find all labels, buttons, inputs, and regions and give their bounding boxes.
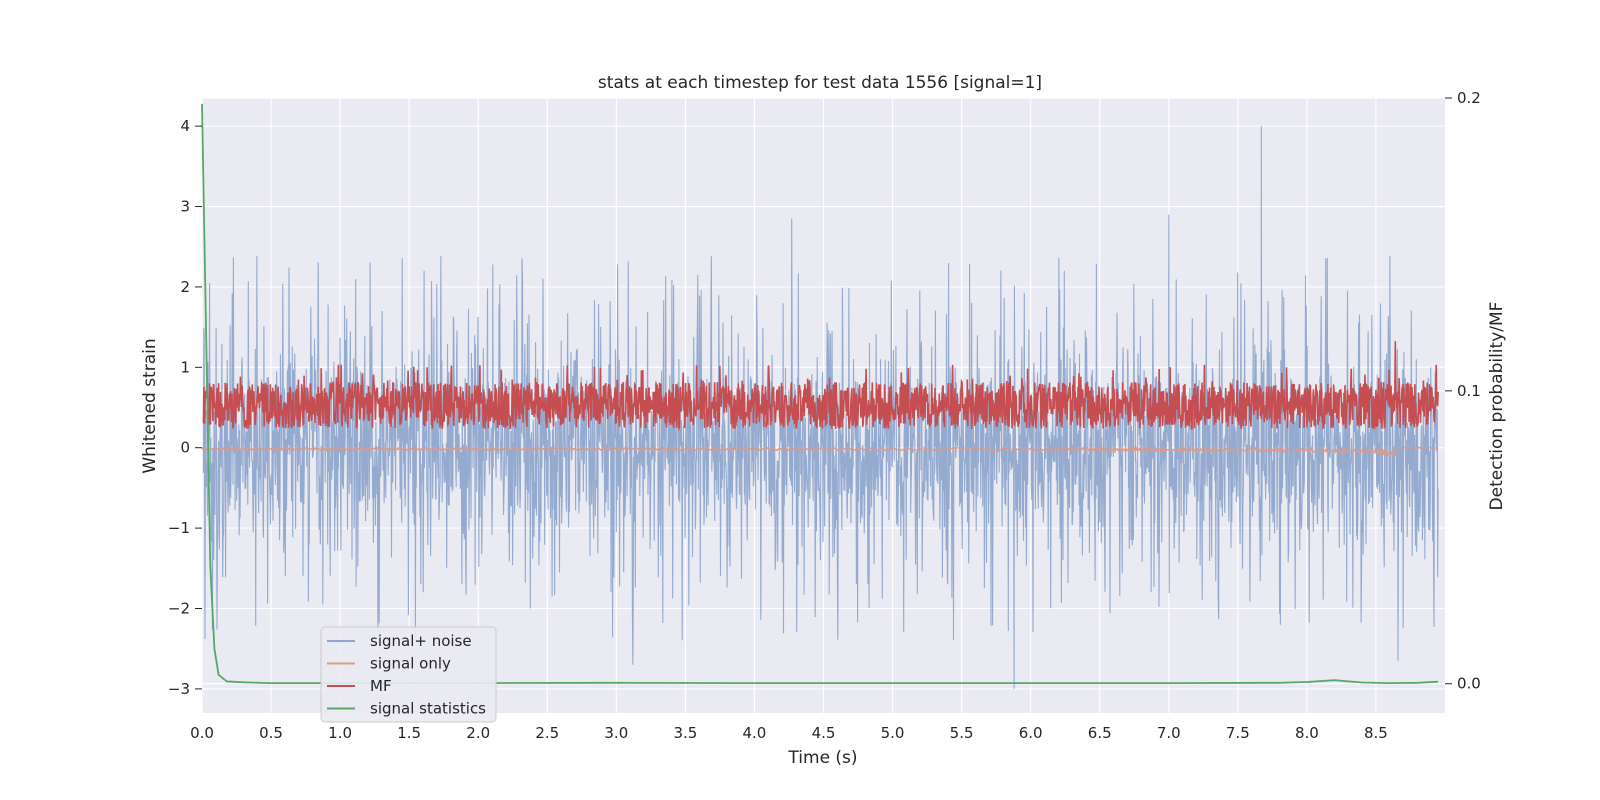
x-axis-label: Time (s) [787,748,857,768]
x-tick-label: 4.5 [812,724,836,742]
y-axis-label: Whitened strain [140,338,160,473]
signal-statistics-line [201,103,1439,685]
legend-box [320,626,497,723]
y-tick-label: 3 [180,198,190,216]
x-tick-label: 3.5 [673,724,697,742]
x-tick-label: 7.0 [1157,724,1181,742]
x-tick-label: 8.5 [1364,724,1388,742]
signal-only-line [201,445,1439,458]
chart-title: stats at each timestep for test data 155… [598,73,1042,93]
x-tick-label: 4.0 [743,724,767,742]
x-tick-label: 5.0 [881,724,905,742]
y-axis-ticks: −3 −2 −1 0 1 2 3 4 [168,117,202,698]
y-tick-label: 1 [180,358,190,376]
x-tick-label: 7.5 [1226,724,1250,742]
y-right-tick-label: 0.2 [1457,89,1481,107]
x-tick-label: 3.0 [604,724,628,742]
mf-line [202,341,1439,432]
x-tick-label: 6.5 [1088,724,1112,742]
x-tick-label: 0.5 [259,724,283,742]
series-mf [202,341,1439,432]
signal-noise-line [202,126,1439,689]
x-tick-label: 5.5 [950,724,974,742]
x-axis-ticks: 0.0 0.5 1.0 1.5 2.0 2.5 3.0 3.5 4.0 4.5 5.0 5.5 6.0 6… [190,724,1388,742]
y-tick-label: −1 [168,519,190,537]
x-tick-label: 8.0 [1295,724,1319,742]
series-signal-only [201,445,1439,458]
x-tick-label: 6.0 [1019,724,1043,742]
x-tick-label: 2.5 [535,724,559,742]
x-tick-label: 2.0 [466,724,490,742]
y-right-axis-ticks: 0.0 0.1 0.2 [1445,89,1481,693]
y-tick-label: −3 [168,680,190,698]
y-right-axis-label: Detection probability/MF [1487,302,1507,511]
legend-label: signal only [370,655,451,673]
y-tick-label: 2 [180,278,190,296]
series-signal-noise [202,126,1439,689]
legend-label: signal statistics [370,700,486,718]
y-tick-label: 4 [180,117,190,135]
legend-label: signal+ noise [370,632,472,650]
x-tick-label: 1.0 [328,724,352,742]
x-tick-label: 1.5 [397,724,421,742]
y-right-tick-label: 0.1 [1457,382,1481,400]
legend-label: MF [370,677,392,695]
y-tick-label: −2 [168,599,190,617]
y-tick-label: 0 [180,439,190,457]
x-tick-label: 0.0 [190,724,214,742]
series-signal-statistics [201,103,1439,685]
y-right-tick-label: 0.0 [1457,675,1481,693]
legend: signal+ noise signal only MF signal statist… [320,626,497,723]
